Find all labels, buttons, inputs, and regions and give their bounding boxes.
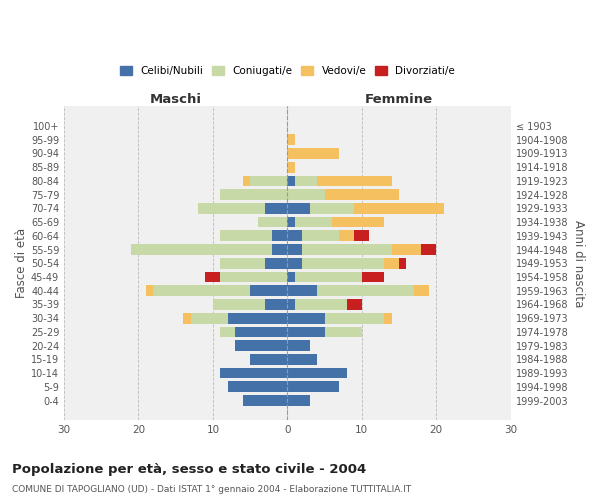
Text: COMUNE DI TAPOGLIANO (UD) - Dati ISTAT 1° gennaio 2004 - Elaborazione TUTTITALIA: COMUNE DI TAPOGLIANO (UD) - Dati ISTAT 1… [12, 485, 411, 494]
Bar [220, 272, 287, 282]
Bar [362, 272, 384, 282]
Bar [250, 176, 287, 186]
Bar [272, 230, 287, 241]
Bar [265, 203, 287, 213]
Text: Femmine: Femmine [365, 94, 433, 106]
Bar [295, 216, 332, 228]
Bar [220, 258, 265, 268]
Bar [235, 326, 287, 337]
Bar [392, 244, 421, 255]
Bar [250, 354, 287, 364]
Bar [287, 354, 317, 364]
Bar [265, 299, 287, 310]
Bar [287, 244, 302, 255]
Bar [131, 244, 272, 255]
Bar [287, 326, 325, 337]
Bar [242, 395, 287, 406]
Bar [287, 203, 310, 213]
Bar [355, 203, 444, 213]
Bar [220, 190, 287, 200]
Bar [355, 230, 369, 241]
Bar [287, 258, 302, 268]
Bar [325, 313, 384, 324]
Bar [287, 382, 340, 392]
Bar [287, 134, 295, 145]
Bar [325, 326, 362, 337]
Bar [399, 258, 406, 268]
Bar [287, 216, 295, 228]
Bar [205, 272, 220, 282]
Text: Popolazione per età, sesso e stato civile - 2004: Popolazione per età, sesso e stato civil… [12, 462, 366, 475]
Bar [287, 299, 295, 310]
Legend: Celibi/Nubili, Coniugati/e, Vedovi/e, Divorziati/e: Celibi/Nubili, Coniugati/e, Vedovi/e, Di… [115, 62, 460, 80]
Bar [302, 230, 340, 241]
Bar [235, 340, 287, 351]
Bar [287, 148, 340, 159]
Bar [302, 244, 392, 255]
Bar [191, 313, 228, 324]
Bar [154, 286, 250, 296]
Bar [421, 244, 436, 255]
Bar [220, 368, 287, 378]
Bar [265, 258, 287, 268]
Bar [317, 286, 414, 296]
Bar [213, 299, 265, 310]
Bar [384, 258, 399, 268]
Bar [287, 190, 325, 200]
Bar [287, 230, 302, 241]
Bar [198, 203, 265, 213]
Bar [302, 258, 384, 268]
Bar [257, 216, 287, 228]
Bar [220, 326, 235, 337]
Bar [183, 313, 191, 324]
Bar [287, 313, 325, 324]
Y-axis label: Anni di nascita: Anni di nascita [572, 220, 585, 307]
Bar [310, 203, 355, 213]
Bar [332, 216, 384, 228]
Text: Maschi: Maschi [149, 94, 202, 106]
Bar [317, 176, 392, 186]
Bar [287, 272, 295, 282]
Bar [146, 286, 154, 296]
Bar [287, 286, 317, 296]
Bar [287, 340, 310, 351]
Bar [295, 299, 347, 310]
Bar [287, 162, 295, 172]
Bar [287, 368, 347, 378]
Y-axis label: Fasce di età: Fasce di età [15, 228, 28, 298]
Bar [287, 395, 310, 406]
Bar [340, 230, 355, 241]
Bar [287, 176, 295, 186]
Bar [384, 313, 392, 324]
Bar [347, 299, 362, 310]
Bar [295, 272, 362, 282]
Bar [242, 176, 250, 186]
Bar [272, 244, 287, 255]
Bar [228, 382, 287, 392]
Bar [220, 230, 272, 241]
Bar [228, 313, 287, 324]
Bar [414, 286, 429, 296]
Bar [295, 176, 317, 186]
Bar [325, 190, 399, 200]
Bar [250, 286, 287, 296]
